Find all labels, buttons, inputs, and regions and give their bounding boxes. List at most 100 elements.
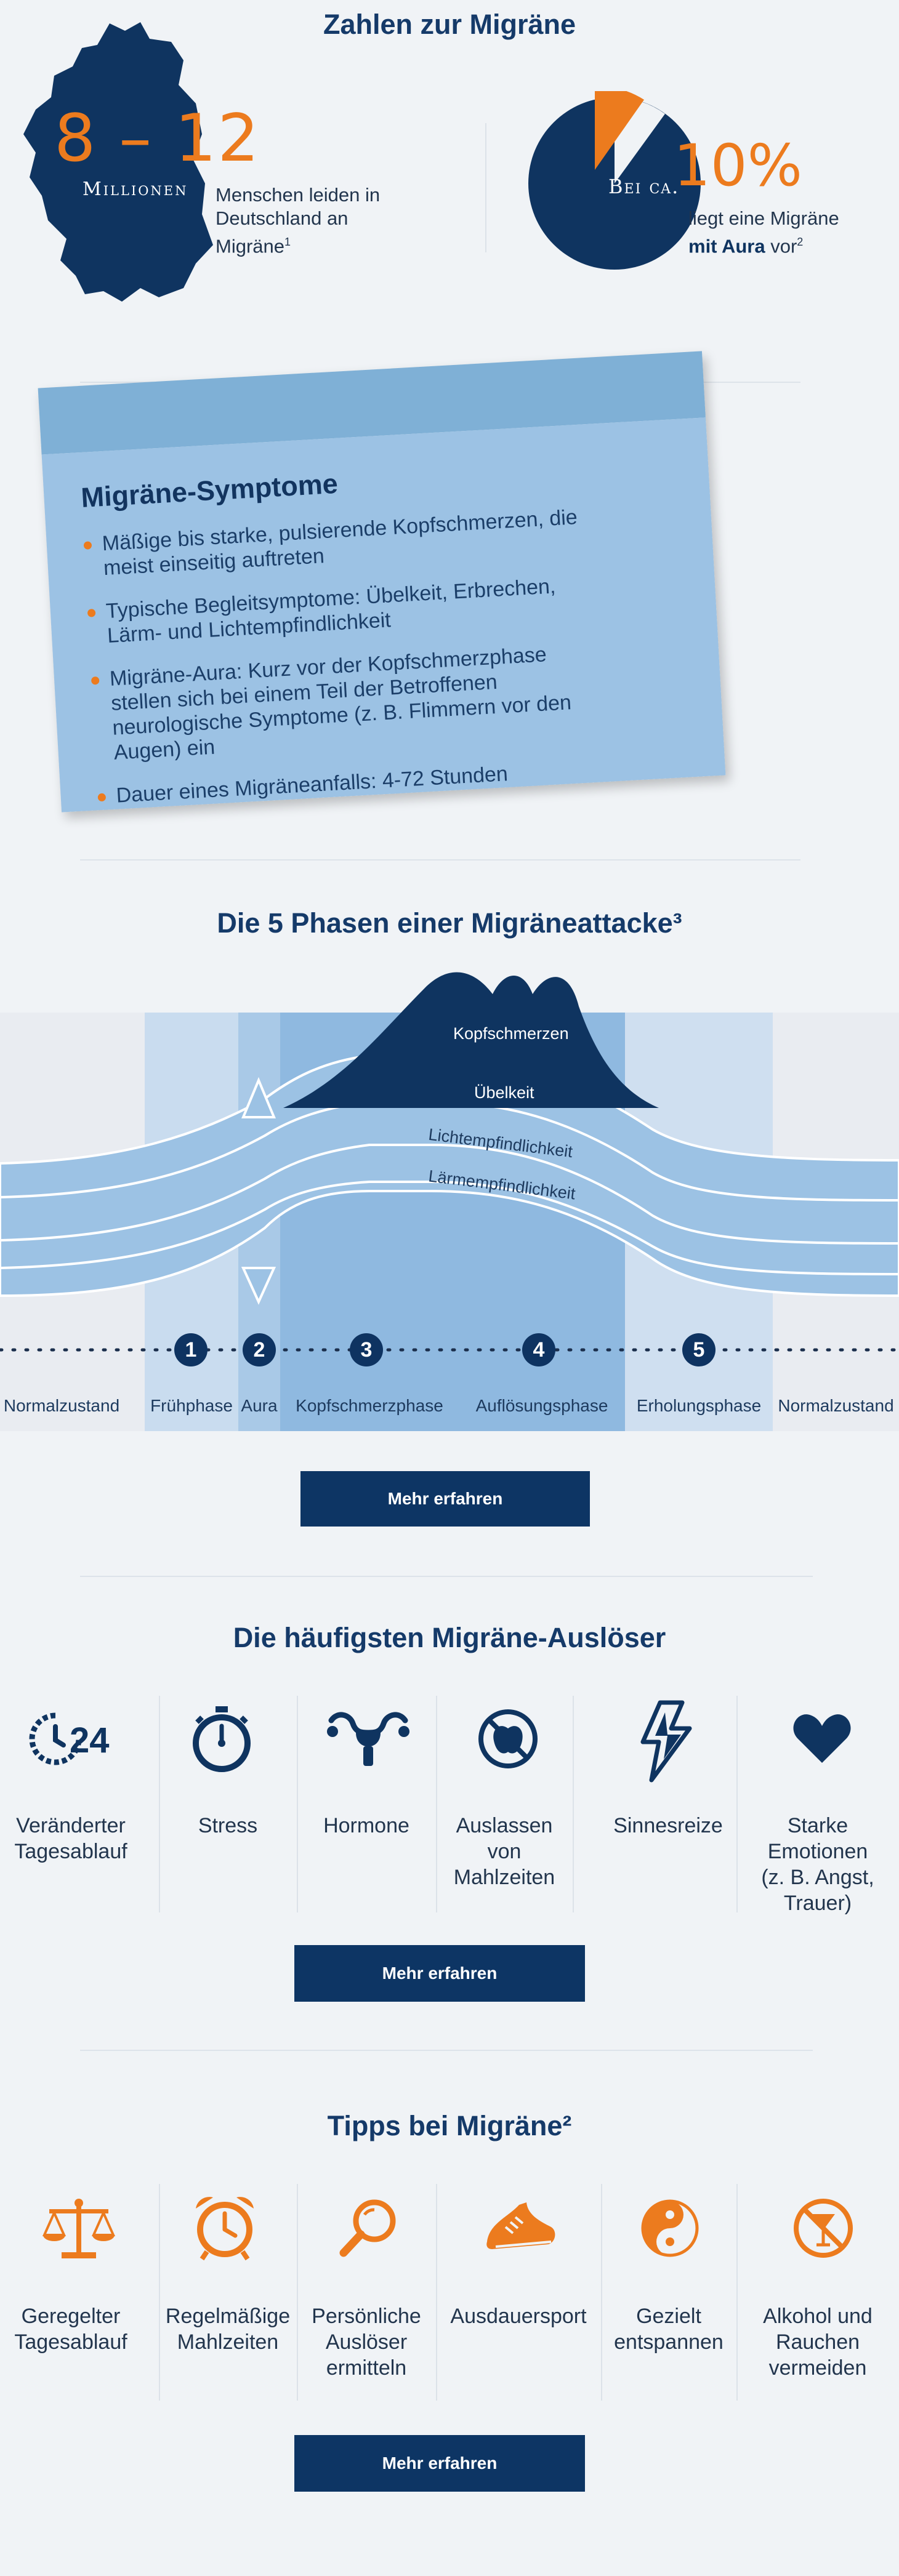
- tip-label-line: Ausdauersport: [450, 2305, 587, 2328]
- trigger-label-line: Veränderter: [16, 1814, 126, 1837]
- trigger-label-line: von Mahlzeiten: [453, 1840, 555, 1889]
- symptom-item: Mäßige bis starke, pulsierende Kopfschme…: [83, 504, 590, 582]
- trigger-label-emotionen: Starke Emotionen (z. B. Angst, Trauer): [736, 1813, 899, 1916]
- pie-percent: 10%: [674, 132, 802, 199]
- symptoms-card-body: Migräne-Symptome Mäßige bis starke, puls…: [41, 417, 726, 813]
- tip-label-sport: Ausdauersport: [436, 2303, 601, 2329]
- column-divider: [297, 1696, 298, 1912]
- tip-label-alkohol: Alkohol und Rauchen vermeiden: [736, 2303, 899, 2381]
- tip-label-line: Gezielt: [636, 2305, 701, 2328]
- column-divider: [573, 1696, 574, 1912]
- tip-label-entspannen: Gezielt entspannen: [601, 2303, 736, 2355]
- phase-label-aura: Aura: [241, 1396, 278, 1415]
- aura-pie-chart: [528, 91, 701, 270]
- trigger-label-line: Stress: [198, 1814, 258, 1837]
- big-number-unit: Millionen: [83, 179, 188, 200]
- pie-text: liegt eine Migräne mit Aura vor2: [688, 207, 873, 258]
- tip-label-line: Mahlzeiten: [177, 2330, 279, 2354]
- phase-label-frueh: Frühphase: [150, 1396, 233, 1415]
- triggers-title: Die häufigsten Migräne-Auslöser: [233, 1622, 666, 1653]
- tip-label-line: Tagesablauf: [14, 2330, 127, 2354]
- tip-label-line: Regelmäßige: [165, 2305, 291, 2328]
- symptoms-card: Migräne-Symptome Mäßige bis starke, puls…: [38, 351, 726, 813]
- phase-label-normal: Normalzustand: [3, 1396, 120, 1415]
- trigger-label-mahlzeiten: Auslassen von Mahlzeiten: [436, 1813, 573, 1890]
- tip-label-ausloeser: Persönliche Auslöser ermitteln: [297, 2303, 436, 2381]
- no-drinks-icon: [794, 2199, 853, 2258]
- tips-title: Tipps bei Migräne²: [327, 2110, 572, 2141]
- tip-label-line: Auslöser: [325, 2330, 408, 2354]
- trigger-label-stress: Stress: [159, 1813, 297, 1839]
- tip-label-line: Geregelter: [21, 2305, 121, 2328]
- trigger-label-sinnesreize: Sinnesreize: [591, 1813, 745, 1839]
- column-divider: [436, 1696, 437, 1912]
- lightning-icon: [640, 1700, 692, 1783]
- separator: [80, 1576, 813, 1577]
- column-divider: [159, 1696, 160, 1912]
- separator: [80, 2050, 813, 2051]
- symptoms-list: Mäßige bis starke, pulsierende Kopfschme…: [83, 504, 603, 809]
- svg-text:24: 24: [70, 1720, 110, 1760]
- big-number-text: Menschen leiden in Deutschland an Migrän…: [216, 183, 419, 258]
- phases-diagram: [0, 972, 899, 1431]
- tip-label-tagesablauf: Geregelter Tagesablauf: [0, 2303, 142, 2355]
- column-divider: [297, 2184, 298, 2401]
- trigger-label-line: Sinnesreize: [613, 1814, 723, 1837]
- yin-yang-icon: [641, 2199, 699, 2257]
- alarm-clock-icon: [196, 2197, 254, 2261]
- tip-label-line: Persönliche: [312, 2305, 421, 2328]
- tip-label-line: vermeiden: [768, 2356, 867, 2380]
- footnote-1: 1: [284, 236, 291, 248]
- trigger-label-line: Auslassen: [456, 1814, 553, 1837]
- curve-label-uebelkeit: Übelkeit: [474, 1083, 534, 1102]
- triggers-more-button[interactable]: Mehr erfahren: [294, 1945, 585, 2002]
- stopwatch-icon: [193, 1706, 251, 1772]
- phase-number-1: 1: [174, 1333, 208, 1366]
- column-divider: [736, 1696, 738, 1912]
- curve-label-kopfschmerzen: Kopfschmerzen: [453, 1024, 569, 1043]
- big-number: 8 – 12: [54, 100, 260, 176]
- scales-icon: [42, 2199, 116, 2258]
- phase-number-5: 5: [682, 1333, 716, 1366]
- trigger-label-line: Trauer): [783, 1892, 852, 1915]
- column-divider: [159, 2184, 160, 2401]
- column-divider: [436, 2184, 437, 2401]
- phase-number-4: 4: [522, 1333, 555, 1366]
- phases-title: Die 5 Phasen einer Migräneattacke³: [217, 907, 682, 939]
- symptom-item: Migräne-Aura: Kurz vor der Kopfschmerzph…: [91, 640, 600, 766]
- trigger-label-hormone: Hormone: [297, 1813, 436, 1839]
- tip-label-line: ermitteln: [326, 2356, 407, 2380]
- symptom-item: Dauer eines Migräneanfalls: 4-72 Stunden: [97, 756, 603, 809]
- heart-icon: [793, 1714, 851, 1763]
- column-divider: [736, 2184, 738, 2401]
- trigger-label-line: Hormone: [323, 1814, 409, 1837]
- pie-label: Bei ca.: [608, 175, 680, 198]
- phase-label-aufloesung: Auflösungsphase: [475, 1396, 608, 1415]
- phase-label-erholung: Erholungsphase: [636, 1396, 762, 1415]
- trigger-label-line: (z. B. Angst,: [761, 1866, 874, 1889]
- phases-more-button[interactable]: Mehr erfahren: [300, 1471, 590, 1527]
- pie-text-tail: vor: [765, 235, 797, 257]
- pie-text-line1: liegt eine Migräne: [688, 207, 839, 229]
- symptom-item: Typische Begleitsymptome: Übelkeit, Erbr…: [87, 572, 594, 649]
- phase-number-2: 2: [243, 1333, 276, 1366]
- stats-divider: [485, 123, 486, 252]
- tip-label-line: Rauchen: [775, 2330, 860, 2354]
- footnote-2: 2: [797, 236, 804, 248]
- magnifier-icon: [339, 2199, 396, 2257]
- phase-number-3: 3: [350, 1333, 383, 1366]
- tip-label-line: entspannen: [614, 2330, 724, 2354]
- tip-label-line: Alkohol und: [763, 2305, 873, 2328]
- separator: [80, 859, 800, 861]
- tips-more-button[interactable]: Mehr erfahren: [294, 2435, 585, 2492]
- phase-label-normal-end: Normalzustand: [778, 1396, 894, 1415]
- pie-text-line2: mit Aura vor2: [688, 230, 873, 258]
- stats-title: Zahlen zur Migräne: [323, 9, 576, 40]
- pie-text-bold: mit Aura: [688, 235, 765, 257]
- no-apple-icon: [478, 1709, 538, 1768]
- column-divider: [601, 2184, 602, 2401]
- tip-label-mahlzeiten: Regelmäßige Mahlzeiten: [159, 2303, 297, 2355]
- trigger-label-line: Tagesablauf: [14, 1840, 127, 1863]
- phase-label-kopfschmerz: Kopfschmerzphase: [296, 1396, 443, 1415]
- clock-24-icon: 24: [29, 1712, 110, 1765]
